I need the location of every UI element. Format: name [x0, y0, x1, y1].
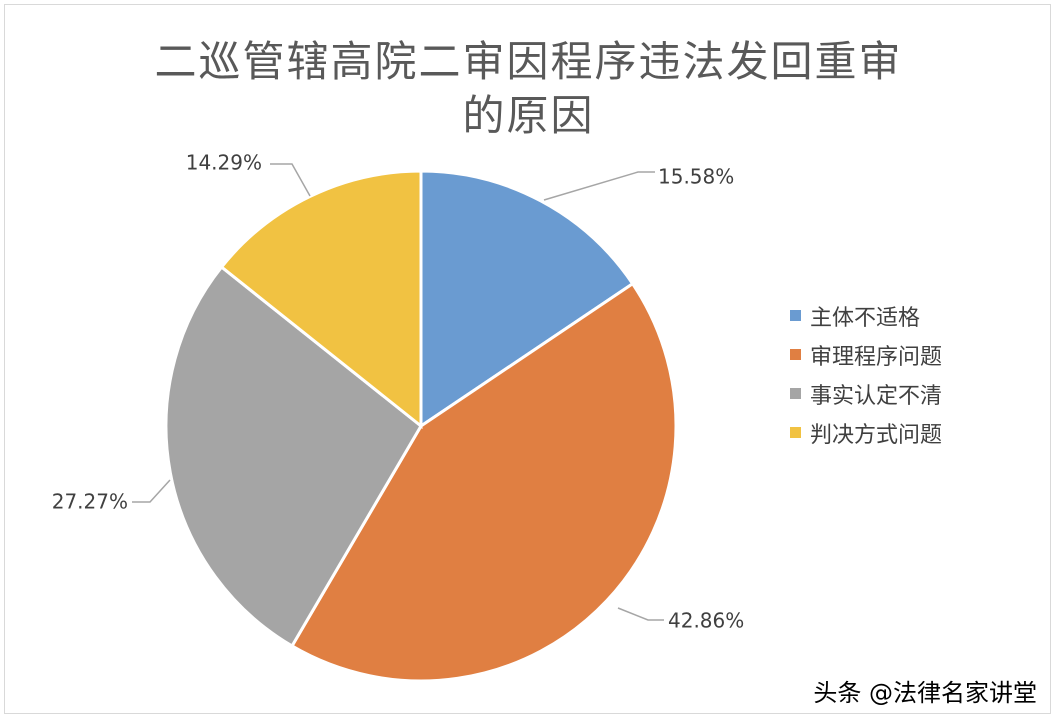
legend-swatch-1 — [790, 349, 801, 360]
pie-slice-1 — [289, 281, 678, 683]
pie-slice-2 — [164, 264, 423, 649]
pie-slice-0 — [419, 169, 635, 429]
legend-label-2: 事实认定不清 — [810, 383, 943, 409]
leader-line-1 — [617, 607, 664, 621]
data-label-0: 15.58% — [658, 165, 734, 189]
legend-item-1: 审理程序问题 — [790, 335, 942, 374]
chart-title-line-2: 的原因 — [462, 91, 595, 140]
leader-line-2 — [132, 479, 171, 503]
legend: 主体不适格 审理程序问题 事实认定不清 判决方式问题 — [790, 296, 942, 452]
legend-swatch-3 — [790, 427, 801, 438]
legend-label-3: 判决方式问题 — [810, 422, 943, 448]
pie-slice-3 — [219, 169, 423, 430]
legend-item-2: 事实认定不清 — [790, 374, 942, 413]
chart-title: 二巡管辖高院二审因程序违法发回重审 的原因 — [5, 35, 1052, 143]
chart-title-line-1: 二巡管辖高院二审因程序违法发回重审 — [154, 37, 903, 86]
legend-item-0: 主体不适格 — [790, 296, 942, 335]
legend-item-3: 判决方式问题 — [790, 413, 942, 452]
legend-label-1: 审理程序问题 — [810, 344, 943, 370]
legend-swatch-2 — [790, 388, 801, 399]
data-label-3: 14.29% — [186, 151, 262, 175]
watermark: 头条 @法律名家讲堂 — [813, 679, 1037, 707]
data-label-2: 27.27% — [52, 490, 128, 514]
leader-line-0 — [543, 171, 655, 201]
legend-label-0: 主体不适格 — [810, 305, 921, 331]
leader-line-3 — [270, 163, 311, 197]
data-label-1: 42.86% — [668, 609, 744, 633]
legend-swatch-0 — [790, 310, 801, 321]
